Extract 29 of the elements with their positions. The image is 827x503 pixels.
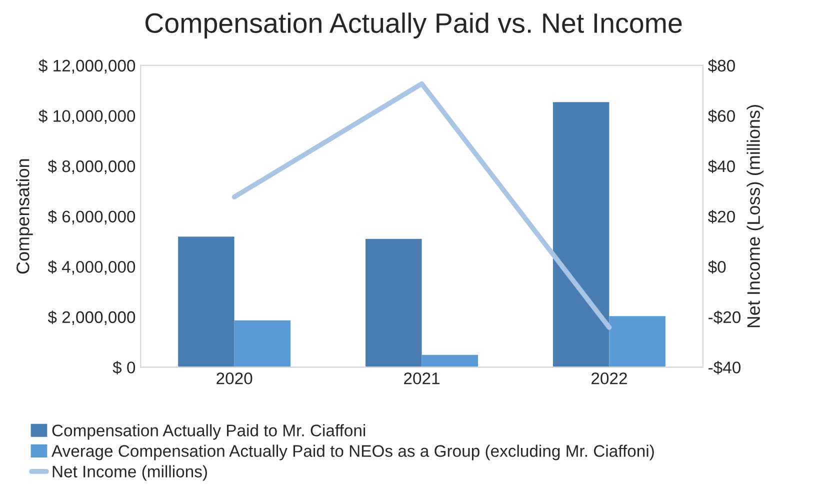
- y-tick-label: $ 10,000,000: [38, 109, 136, 124]
- legend-label: Compensation Actually Paid to Mr. Ciaffoni: [52, 424, 366, 440]
- bar: [366, 238, 422, 368]
- y2-tick-label: -$20: [708, 310, 741, 324]
- y2-tick-label: $40: [708, 160, 735, 174]
- y2-axis-title: Net Income (Loss) (millions): [746, 105, 764, 328]
- bar: [178, 236, 234, 368]
- y2-tick-label: $0: [708, 260, 726, 274]
- x-tick-label: 2022: [592, 372, 627, 384]
- y-tick-label: $ 8,000,000: [48, 160, 136, 174]
- y-tick-label: $ 4,000,000: [48, 260, 136, 275]
- bar: [552, 102, 610, 368]
- y-tick-label: $ 0: [112, 360, 136, 374]
- x-tick-label: 2020: [216, 372, 252, 384]
- chart-title: Compensation Actually Paid vs. Net Income: [146, 12, 682, 38]
- y2-tick-label: $80: [708, 59, 735, 73]
- y2-tick-label: $20: [708, 210, 735, 224]
- y2-tick-label: $60: [708, 109, 735, 123]
- y2-tick-label: -$40: [708, 360, 741, 374]
- y-tick-label: $ 12,000,000: [38, 59, 136, 74]
- x-tick-label: 2021: [404, 372, 440, 384]
- legend-label: Average Compensation Actually Paid to NEOs as a Group (excluding Mr. Ciaffoni): [52, 444, 654, 460]
- y-tick-label: $ 6,000,000: [48, 210, 136, 224]
- bar: [609, 316, 666, 368]
- y-tick-label: $ 2,000,000: [48, 310, 136, 326]
- legend-label: Net Income (millions): [52, 465, 207, 481]
- bar: [234, 320, 291, 368]
- bar: [422, 354, 478, 368]
- y-axis-title: Compensation: [16, 159, 33, 274]
